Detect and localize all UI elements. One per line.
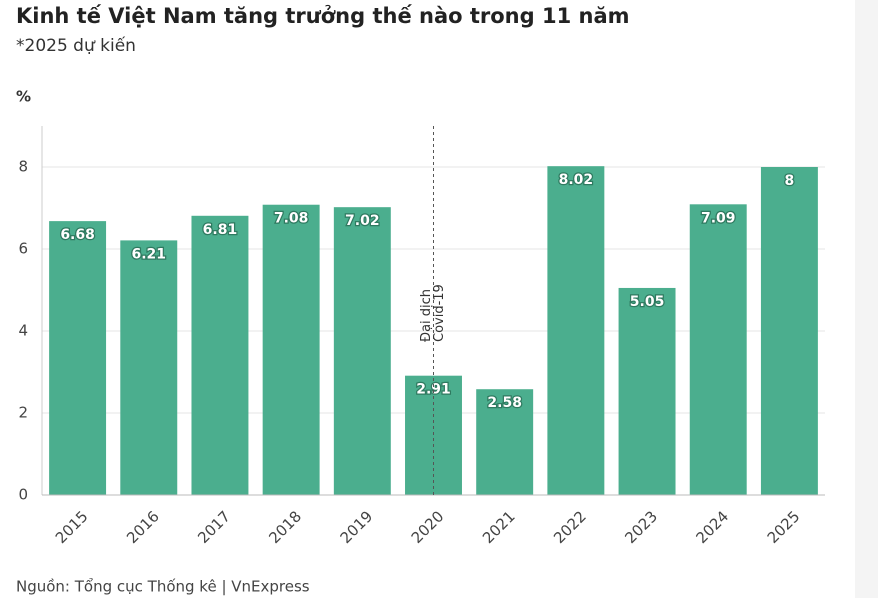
y-tick-label: 8 xyxy=(18,158,28,176)
x-tick-label: 2021 xyxy=(479,507,519,547)
annotation-text: Covid-19 xyxy=(432,284,447,342)
x-tick-label: 2016 xyxy=(123,507,163,547)
x-tick-label: 2023 xyxy=(621,507,661,547)
value-label: 6.68 xyxy=(60,227,95,243)
side-strip xyxy=(855,0,878,598)
bar xyxy=(49,221,107,495)
y-tick-label: 6 xyxy=(18,240,28,258)
bar xyxy=(476,389,534,495)
value-label: 6.81 xyxy=(203,222,238,238)
annotation-text: Đại dịch xyxy=(419,289,434,342)
value-label: 2.58 xyxy=(487,395,522,411)
bar xyxy=(760,167,818,495)
chart-title: Kinh tế Việt Nam tăng trưởng thế nào tro… xyxy=(16,4,630,28)
value-label: 7.09 xyxy=(701,210,736,226)
x-tick-label: 2017 xyxy=(194,507,234,547)
chart-subtitle: *2025 dự kiến xyxy=(16,35,136,56)
bar xyxy=(618,287,676,495)
bar xyxy=(689,204,747,495)
source: Nguồn: Tổng cục Thống kê | VnExpress xyxy=(16,578,310,596)
x-tick-label: 2020 xyxy=(408,507,448,547)
value-label: 8.02 xyxy=(559,172,594,188)
x-tick-label: 2024 xyxy=(693,507,733,547)
y-axis-label: % xyxy=(16,88,31,106)
y-tick-label: 0 xyxy=(18,486,28,504)
value-label: 5.05 xyxy=(630,294,665,310)
x-tick-label: 2015 xyxy=(52,507,92,547)
x-tick-label: 2022 xyxy=(550,507,590,547)
value-label: 7.02 xyxy=(345,213,380,229)
y-tick-label: 4 xyxy=(18,322,28,340)
x-tick-label: 2019 xyxy=(337,507,377,547)
x-tick-label: 2018 xyxy=(265,507,305,547)
bar xyxy=(120,240,178,495)
y-tick-label: 2 xyxy=(18,404,28,422)
value-label: 6.21 xyxy=(131,246,166,262)
value-label: 7.08 xyxy=(274,211,309,227)
bar xyxy=(333,207,391,495)
x-tick-label: 2025 xyxy=(764,507,804,547)
bar xyxy=(262,204,320,495)
bar xyxy=(547,166,605,495)
bar xyxy=(191,215,249,496)
value-label: 2.91 xyxy=(416,382,451,398)
value-label: 8 xyxy=(785,173,795,189)
